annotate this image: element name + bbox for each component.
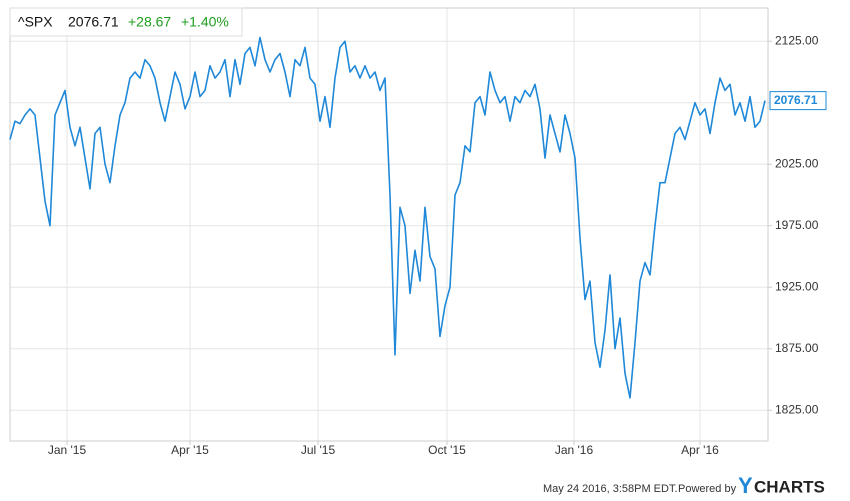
y-tick-label: 1825.00 [775, 402, 819, 416]
price: 2076.71 [68, 14, 119, 30]
x-tick-label: Jan '16 [555, 443, 594, 457]
y-tick-label: 1975.00 [775, 218, 819, 232]
brand-y: Y [738, 473, 753, 498]
powered-by: Powered by [678, 483, 737, 495]
change: +28.67 [128, 14, 171, 30]
x-tick-label: Jul '15 [301, 443, 336, 457]
y-tick-label: 1875.00 [775, 341, 819, 355]
x-tick-label: Jan '15 [48, 443, 87, 457]
y-tick-label: 2125.00 [775, 33, 819, 47]
header-box [9, 7, 243, 37]
x-tick-label: Apr '15 [171, 443, 209, 457]
y-tick-label: 2025.00 [775, 156, 819, 170]
price-line [9, 36, 766, 399]
brand-rest: CHARTS [754, 477, 825, 496]
timestamp: May 24 2016, 3:58PM EDT. [543, 483, 678, 495]
y-tick-label: 1925.00 [775, 279, 819, 293]
change-pct: +1.40% [181, 14, 229, 30]
x-tick-label: Oct '15 [428, 443, 466, 457]
x-tick-label: Apr '16 [681, 443, 719, 457]
last-value-box [769, 91, 827, 111]
symbol: ^SPX [18, 14, 53, 30]
last-value-label: 2076.71 [774, 93, 818, 107]
plot-frame [9, 7, 769, 442]
